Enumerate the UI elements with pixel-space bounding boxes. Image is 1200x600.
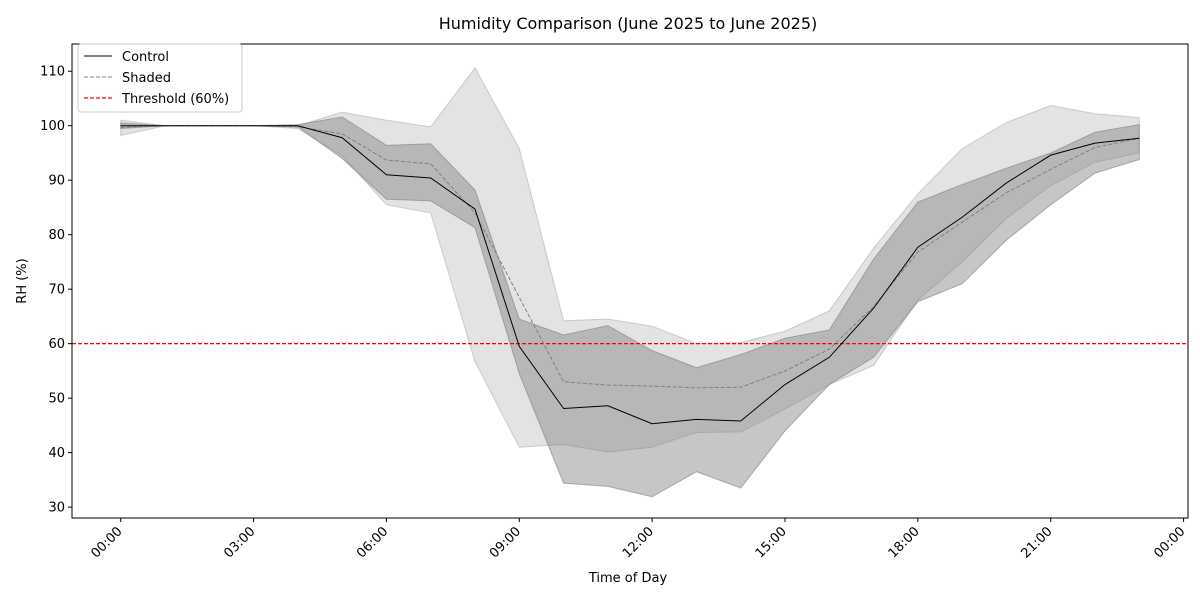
y-tick-label: 70 xyxy=(48,283,65,298)
y-tick-label: 60 xyxy=(48,337,65,352)
band-control xyxy=(120,116,1140,498)
plot-frame xyxy=(71,43,1189,519)
y-tick-label: 110 xyxy=(40,65,65,80)
y-tick-label: 30 xyxy=(48,501,65,516)
y-axis: 30 40 50 60 70 80 90 100 110 xyxy=(40,65,72,516)
y-tick-label: 40 xyxy=(48,446,65,461)
legend-label-threshold: Threshold (60%) xyxy=(121,92,229,107)
y-tick-label: 100 xyxy=(40,119,65,134)
series-line-shaded xyxy=(120,125,1140,389)
legend-label-shaded: Shaded xyxy=(122,71,171,86)
series-line-control xyxy=(120,125,1140,425)
legend: Control Shaded Threshold (60%) xyxy=(77,43,243,113)
y-tick-label: 80 xyxy=(48,228,65,243)
y-axis-title: RH (%) xyxy=(15,258,30,303)
legend-label-control: Control xyxy=(122,50,169,65)
x-axis-title: Time of Day xyxy=(588,571,668,586)
legend-box xyxy=(77,43,243,113)
confidence-bands xyxy=(120,67,1140,498)
series-lines xyxy=(120,125,1140,425)
y-tick-label: 50 xyxy=(48,392,65,407)
y-tick-label: 90 xyxy=(48,174,65,189)
chart-title: Humidity Comparison (June 2025 to June 2… xyxy=(439,14,818,33)
